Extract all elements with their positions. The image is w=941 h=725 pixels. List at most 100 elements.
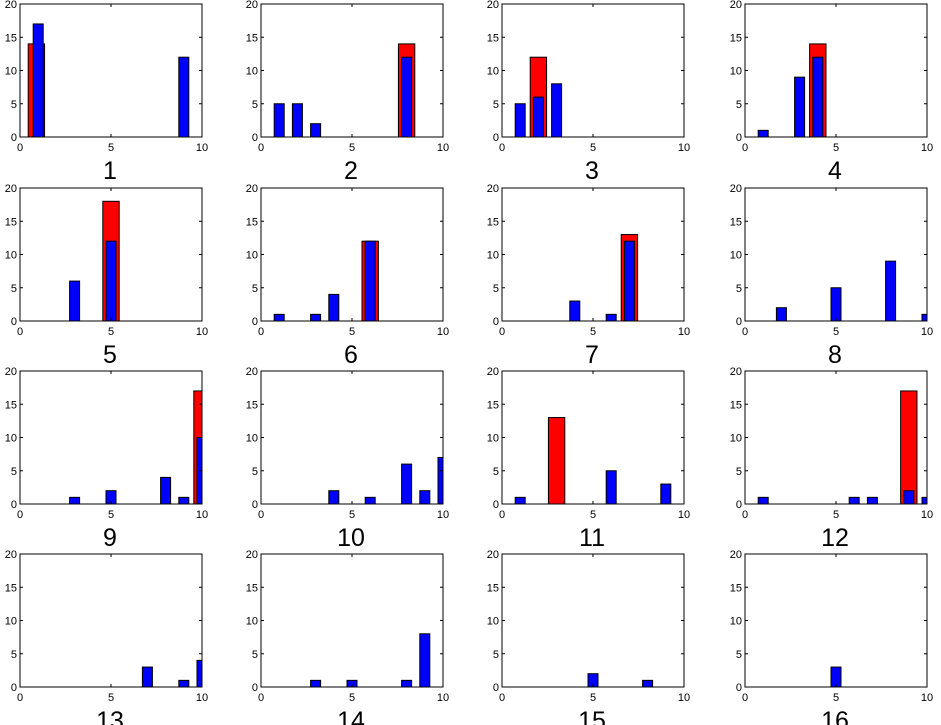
x-tick-label: 5 (108, 142, 114, 154)
axes-frame (19, 553, 203, 688)
y-tick-label: 15 (730, 399, 742, 411)
x-tick-label: 10 (678, 326, 690, 338)
x-tick-label: 10 (678, 692, 690, 704)
y-tick-label: 0 (493, 682, 499, 694)
blue-bar (757, 129, 769, 137)
y-tick-label: 20 (730, 183, 742, 195)
panel-number: 14 (337, 707, 365, 725)
blue-bar (569, 300, 581, 321)
axes-frame (501, 553, 685, 688)
x-tick-label: 0 (499, 326, 505, 338)
blue-bar (605, 470, 617, 504)
y-tick-label: 15 (5, 32, 17, 44)
x-tick-label: 0 (499, 692, 505, 704)
bars (69, 200, 120, 321)
y-tick-label: 5 (11, 649, 17, 661)
x-tick-label: 0 (258, 509, 264, 521)
bars (514, 56, 563, 137)
panel-5: 0 5 10 0 5 10 15 20 5 (5, 183, 208, 369)
red-bar (547, 417, 566, 504)
panel-number: 13 (96, 707, 124, 725)
y-tick-label: 10 (5, 433, 17, 445)
blue-bar (401, 463, 413, 504)
y-tick-label: 5 (11, 283, 17, 295)
y-tick-label: 20 (730, 366, 742, 378)
y-tick-label: 20 (487, 549, 499, 561)
x-tick-label: 10 (196, 509, 208, 521)
blue-bar (141, 666, 153, 687)
bars (273, 43, 416, 137)
y-tick-label: 0 (493, 499, 499, 511)
blue-bar (178, 679, 190, 687)
x-tick-label: 10 (678, 142, 690, 154)
y-tick-label: 15 (487, 32, 499, 44)
red-bar (900, 390, 918, 504)
blue-bar (364, 240, 376, 321)
axes-frame (501, 370, 685, 505)
y-tick-label: 0 (736, 316, 742, 328)
blue-bar (364, 496, 376, 504)
bars (775, 260, 927, 321)
panel-8: 0 5 10 0 5 10 15 20 8 (730, 183, 933, 369)
blue-bar (605, 313, 617, 321)
bars (69, 390, 202, 504)
y-tick-label: 20 (730, 549, 742, 561)
y-tick-label: 0 (11, 316, 17, 328)
x-tick-label: 0 (742, 692, 748, 704)
y-tick-label: 10 (730, 66, 742, 78)
panel-number: 3 (585, 157, 599, 185)
x-tick-label: 0 (499, 509, 505, 521)
blue-bar (419, 490, 431, 504)
blue-bar (866, 496, 878, 504)
x-tick-label: 0 (258, 142, 264, 154)
blue-bar (105, 240, 117, 321)
y-tick-label: 10 (487, 250, 499, 262)
y-tick-label: 0 (11, 682, 17, 694)
axes-frame (260, 370, 444, 505)
x-tick-label: 10 (196, 692, 208, 704)
x-tick-label: 5 (590, 692, 596, 704)
blue-bar (401, 56, 413, 137)
y-tick-label: 5 (252, 466, 258, 478)
blue-bar (551, 83, 563, 137)
panel-number: 2 (344, 157, 358, 185)
y-tick-label: 5 (493, 466, 499, 478)
y-tick-label: 20 (246, 183, 258, 195)
x-tick-label: 0 (742, 142, 748, 154)
panel-number: 11 (579, 524, 605, 552)
y-tick-label: 5 (252, 99, 258, 111)
x-tick-label: 10 (196, 142, 208, 154)
blue-bar (642, 679, 654, 687)
y-tick-label: 5 (11, 99, 17, 111)
blue-bar (291, 103, 303, 137)
y-tick-label: 15 (5, 216, 17, 228)
y-tick-label: 5 (493, 99, 499, 111)
y-tick-label: 10 (5, 250, 17, 262)
y-tick-label: 15 (246, 399, 258, 411)
y-tick-label: 15 (487, 582, 499, 594)
x-tick-label: 0 (499, 142, 505, 154)
blue-bar (848, 496, 860, 504)
blue-bar (273, 103, 285, 137)
blue-bar (32, 23, 44, 137)
x-tick-label: 5 (590, 509, 596, 521)
y-tick-label: 20 (487, 366, 499, 378)
blue-bar (178, 496, 190, 504)
axes-frame (744, 3, 928, 138)
y-tick-label: 10 (5, 616, 17, 628)
y-tick-label: 0 (252, 132, 258, 144)
bars (757, 390, 927, 504)
y-tick-label: 5 (493, 283, 499, 295)
y-tick-label: 15 (246, 32, 258, 44)
blue-bar (775, 307, 787, 321)
panel-12: 0 5 10 0 5 10 15 20 12 (730, 366, 933, 552)
y-tick-label: 0 (736, 132, 742, 144)
panel-15: 0 5 10 0 5 10 15 20 15 (487, 549, 690, 725)
y-tick-label: 15 (246, 582, 258, 594)
x-tick-label: 0 (258, 692, 264, 704)
y-tick-label: 10 (487, 616, 499, 628)
panel-1: 0 5 10 0 5 10 15 20 1 (5, 0, 208, 185)
blue-bar (401, 679, 413, 687)
y-tick-label: 5 (736, 99, 742, 111)
panel-number: 16 (821, 707, 849, 725)
